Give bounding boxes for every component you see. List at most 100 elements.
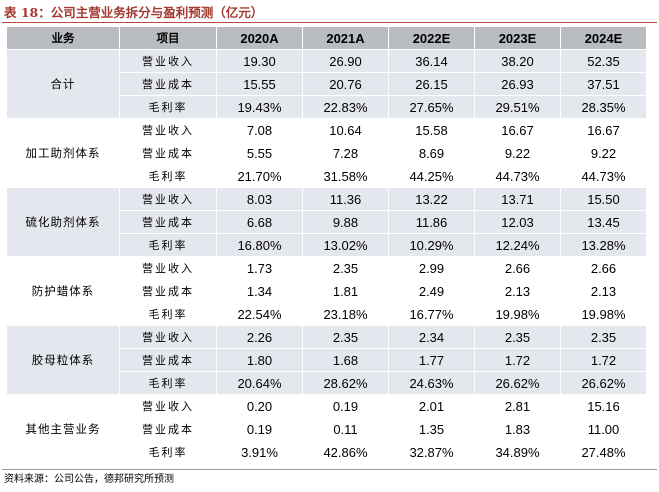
value-cell: 23.18% — [302, 302, 389, 326]
value-cell: 5.55 — [216, 141, 303, 165]
item-label-cell: 营业收入 — [119, 256, 217, 280]
value-cell: 1.83 — [474, 417, 561, 441]
value-cell: 27.65% — [388, 95, 475, 119]
header-item: 项目 — [119, 26, 217, 50]
value-cell: 16.67 — [474, 118, 561, 142]
value-cell: 1.72 — [474, 348, 561, 372]
value-cell: 12.03 — [474, 210, 561, 234]
item-label-cell: 毛利率 — [119, 95, 217, 119]
value-cell: 34.89% — [474, 440, 561, 464]
table-row: 胶母粒体系 营业收入 2.26 2.35 2.34 2.35 2.35 — [6, 325, 647, 395]
value-cell: 24.63% — [388, 371, 475, 395]
source-note: 资料来源：公司公告，德邦研究所预测 — [4, 474, 174, 485]
value-cell: 28.62% — [302, 371, 389, 395]
item-label-cell: 毛利率 — [119, 371, 217, 395]
value-cell: 2.81 — [474, 394, 561, 418]
value-cell: 0.19 — [216, 417, 303, 441]
header-year: 2022E — [388, 26, 475, 50]
value-cell: 8.69 — [388, 141, 475, 165]
value-cell: 37.51 — [560, 72, 647, 96]
header-row: 业务 项目 2020A 2021A 2022E 2023E 2024E — [6, 26, 647, 50]
value-cell: 1.77 — [388, 348, 475, 372]
value-cell: 44.73% — [474, 164, 561, 188]
header-year: 2023E — [474, 26, 561, 50]
table-row: 毛利率 3.91% 42.86% 32.87% 34.89% 27.48% — [7, 440, 647, 464]
header-year: 2020A — [216, 26, 303, 50]
value-cell: 7.08 — [216, 118, 303, 142]
value-cell: 1.35 — [388, 417, 475, 441]
table-row: 毛利率 19.43% 22.83% 27.65% 29.51% 28.35% — [7, 95, 647, 119]
value-cell: 2.35 — [560, 325, 647, 349]
value-cell: 0.11 — [302, 417, 389, 441]
value-cell: 7.28 — [302, 141, 389, 165]
value-cell: 0.20 — [216, 394, 303, 418]
value-cell: 26.62% — [474, 371, 561, 395]
value-cell: 44.25% — [388, 164, 475, 188]
value-cell: 19.43% — [216, 95, 303, 119]
value-cell: 27.48% — [560, 440, 647, 464]
value-cell: 20.76 — [302, 72, 389, 96]
value-cell: 11.36 — [302, 187, 389, 211]
value-cell: 15.58 — [388, 118, 475, 142]
value-cell: 16.67 — [560, 118, 647, 142]
value-cell: 6.68 — [216, 210, 303, 234]
table-row: 加工助剂体系 营业收入 7.08 10.64 15.58 16.67 16.67 — [6, 118, 647, 188]
item-label-cell: 毛利率 — [119, 440, 217, 464]
table-title: 表 18：公司主营业务拆分与盈利预测（亿元） — [4, 5, 264, 20]
item-label-cell: 毛利率 — [119, 164, 217, 188]
value-cell: 36.14 — [388, 49, 475, 73]
value-cell: 42.86% — [302, 440, 389, 464]
business-segment-cell: 合计 — [6, 49, 120, 119]
item-label-cell: 毛利率 — [119, 233, 217, 257]
value-cell: 2.01 — [388, 394, 475, 418]
business-segment-cell: 防护蜡体系 — [6, 256, 120, 326]
table-row: 其他主营业务 营业收入 0.20 0.19 2.01 2.81 15.16 — [6, 394, 647, 464]
value-cell: 1.68 — [302, 348, 389, 372]
value-cell: 10.64 — [302, 118, 389, 142]
header-year: 2024E — [560, 26, 647, 50]
value-cell: 2.13 — [560, 279, 647, 303]
value-cell: 2.13 — [474, 279, 561, 303]
value-cell: 15.16 — [560, 394, 647, 418]
item-label-cell: 营业成本 — [119, 72, 217, 96]
value-cell: 52.35 — [560, 49, 647, 73]
value-cell: 28.35% — [560, 95, 647, 119]
value-cell: 1.80 — [216, 348, 303, 372]
value-cell: 26.93 — [474, 72, 561, 96]
value-cell: 1.81 — [302, 279, 389, 303]
value-cell: 0.19 — [302, 394, 389, 418]
value-cell: 13.71 — [474, 187, 561, 211]
value-cell: 13.02% — [302, 233, 389, 257]
value-cell: 19.30 — [216, 49, 303, 73]
value-cell: 32.87% — [388, 440, 475, 464]
value-cell: 1.73 — [216, 256, 303, 280]
item-label-cell: 营业成本 — [119, 279, 217, 303]
value-cell: 2.26 — [216, 325, 303, 349]
value-cell: 8.03 — [216, 187, 303, 211]
value-cell: 19.98% — [474, 302, 561, 326]
value-cell: 44.73% — [560, 164, 647, 188]
value-cell: 16.80% — [216, 233, 303, 257]
table-row: 合计 营业收入 19.30 26.90 36.14 38.20 52.35 — [6, 49, 647, 119]
value-cell: 29.51% — [474, 95, 561, 119]
value-cell: 2.66 — [560, 256, 647, 280]
value-cell: 22.83% — [302, 95, 389, 119]
source-divider — [2, 469, 657, 470]
table-row: 毛利率 20.64% 28.62% 24.63% 26.62% 26.62% — [7, 371, 647, 395]
value-cell: 11.86 — [388, 210, 475, 234]
item-label-cell: 营业成本 — [119, 348, 217, 372]
title-divider — [2, 22, 657, 23]
value-cell: 16.77% — [388, 302, 475, 326]
value-cell: 15.50 — [560, 187, 647, 211]
table-row: 毛利率 21.70% 31.58% 44.25% 44.73% 44.73% — [7, 164, 647, 188]
item-label-cell: 营业成本 — [119, 141, 217, 165]
table-row: 营业成本 5.55 7.28 8.69 9.22 9.22 — [7, 141, 647, 165]
value-cell: 9.88 — [302, 210, 389, 234]
value-cell: 2.34 — [388, 325, 475, 349]
value-cell: 10.29% — [388, 233, 475, 257]
value-cell: 2.49 — [388, 279, 475, 303]
business-segment-cell: 其他主营业务 — [6, 394, 120, 464]
item-label-cell: 营业收入 — [119, 187, 217, 211]
forecast-table: 业务 项目 2020A 2021A 2022E 2023E 2024E 合计 营业… — [6, 26, 647, 464]
table-body: 合计 营业收入 19.30 26.90 36.14 38.20 52.35 营业成本 15.55… — [6, 49, 647, 464]
